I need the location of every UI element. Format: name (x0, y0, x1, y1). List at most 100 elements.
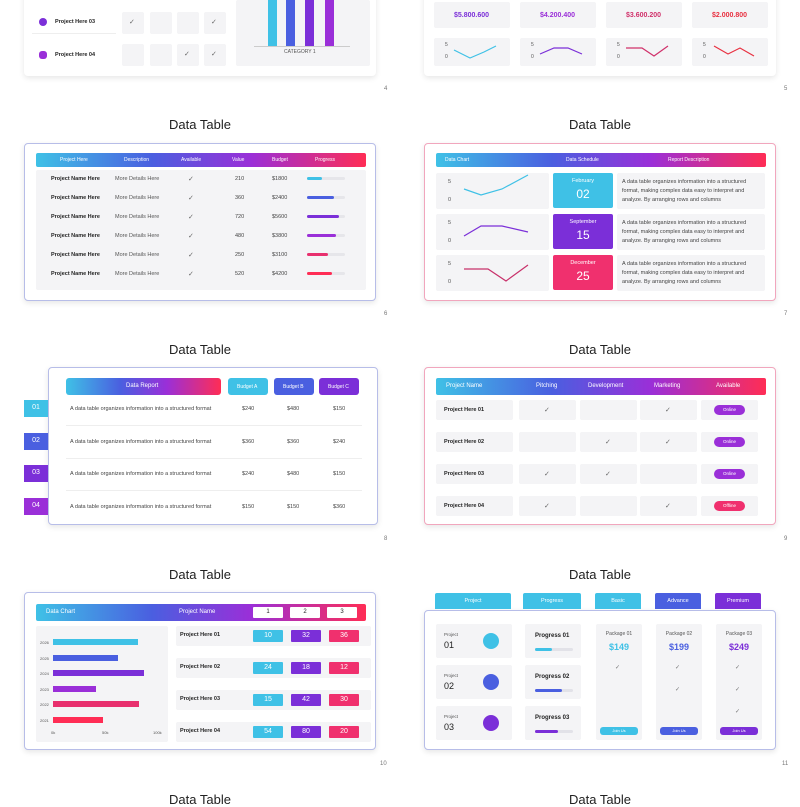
progress-card (525, 624, 581, 658)
project-name: Project Name Here (51, 214, 100, 220)
axis-lo: 0 (448, 238, 452, 244)
value-badge: 80 (291, 726, 321, 738)
budget-a: $240 (242, 471, 255, 477)
status-badge[interactable]: Offline (714, 501, 745, 511)
tab-basic[interactable]: Basic (595, 593, 641, 609)
check-icon: ✓ (188, 252, 194, 259)
value-text: 42 (302, 696, 310, 703)
join-button[interactable]: Join Us (660, 727, 698, 735)
table-body (36, 170, 366, 290)
check-cell (640, 400, 697, 420)
project-name: Project Here 04 (180, 728, 221, 734)
year-bar (53, 654, 119, 661)
date-month: February (571, 178, 594, 184)
budget-b: $480 (287, 471, 300, 477)
tab-project[interactable]: Project (435, 593, 511, 609)
tab-label: Advance (667, 598, 689, 604)
check-cell (122, 44, 144, 66)
row-number: 03 (32, 469, 40, 476)
budget-c: $240 (333, 438, 346, 445)
check-icon: ✓ (188, 195, 194, 202)
chart-cell (436, 255, 549, 291)
project-budget: $2400 (272, 195, 288, 201)
status-badge[interactable]: Online (714, 437, 745, 447)
value-text: 80 (302, 728, 310, 735)
axis-hi: 5 (448, 179, 452, 185)
progress-fill (535, 730, 558, 733)
project-name: Project Name Here (51, 176, 100, 182)
project-name: Project Name Here (51, 233, 100, 239)
project-desc: More Details Here (115, 176, 160, 182)
project-budget: $4200 (272, 271, 288, 277)
page-number: 5 (784, 86, 788, 92)
apple-icon (483, 715, 499, 731)
sparkline (464, 264, 529, 282)
progress-fill (307, 272, 332, 275)
progress-label: Progress 03 (535, 715, 570, 721)
year-label: 2026 (40, 640, 49, 645)
check-icon: ✓ (605, 439, 611, 446)
value-badge: 32 (291, 630, 321, 642)
date-day: 25 (576, 269, 590, 283)
tab-premium[interactable]: Premium (715, 593, 761, 609)
tab-advance[interactable]: Advance (655, 593, 701, 609)
slide-title: Data Table (169, 342, 231, 357)
project-card (436, 665, 512, 699)
project-label: Project (444, 714, 459, 719)
apple-icon (39, 18, 47, 26)
project-name: Project Here 01 (444, 407, 485, 413)
budget-c: $360 (333, 503, 346, 510)
value-text: 10 (264, 632, 272, 639)
date-badge: February 02 (553, 173, 613, 208)
value-badge: 20 (329, 726, 359, 738)
bar-chart-panel: CATEGORY 1 (236, 0, 370, 66)
join-button[interactable]: Join Us (600, 727, 638, 735)
status-badge[interactable]: Online (714, 405, 745, 415)
value-badge: 15 (253, 694, 283, 706)
project-budget: $3100 (272, 252, 288, 258)
project-name: Project Here 02 (180, 664, 221, 670)
page-number: 7 (784, 311, 788, 317)
check-cell: ✓ (204, 44, 226, 66)
status-badge[interactable]: Online (714, 469, 745, 479)
page-number: 11 (782, 761, 789, 767)
tab-progress[interactable]: Progress (523, 593, 581, 609)
slide-title: Data Table (569, 567, 631, 582)
chart-cell (436, 173, 549, 209)
budget-b: $150 (287, 503, 300, 510)
check-cell (640, 496, 697, 516)
value-badge: 18 (291, 662, 321, 674)
name-cell (436, 432, 513, 452)
join-button[interactable]: Join Us (720, 727, 758, 735)
check-cell (519, 464, 576, 484)
project-name: Project Here 01 (180, 632, 221, 638)
page-number: 4 (384, 86, 388, 92)
slide-title: Data Table (169, 117, 231, 132)
sparkline (463, 174, 529, 196)
row-label: Project Here 03 (55, 19, 96, 25)
join-label: Join Us (732, 728, 746, 733)
budget-c: $150 (333, 406, 346, 412)
check-icon: ✓ (605, 471, 611, 478)
slide-title: Data Table (569, 342, 631, 357)
value-badge: 12 (329, 662, 359, 674)
progress-fill (307, 196, 334, 199)
header-budget-b: Budget B (274, 378, 314, 395)
slide-4-rows: Project Here 03 Project Here 04 (32, 0, 116, 70)
check-cell (580, 464, 637, 484)
axis-tick: 100k (153, 730, 162, 735)
check-icon: ✓ (188, 233, 194, 240)
project-name: Project Name Here (51, 271, 100, 277)
divider (66, 490, 362, 491)
package-name: Package 03 (725, 631, 753, 637)
check-cell (177, 12, 199, 34)
date-day: 02 (576, 187, 590, 201)
desc-cell (617, 173, 765, 209)
check-icon: ✓ (735, 665, 741, 671)
date-month: December (570, 260, 596, 266)
table-header: Data Chart Project Name 1 2 3 (36, 604, 366, 621)
project-name: Project Name Here (51, 252, 100, 258)
divider (66, 425, 362, 426)
